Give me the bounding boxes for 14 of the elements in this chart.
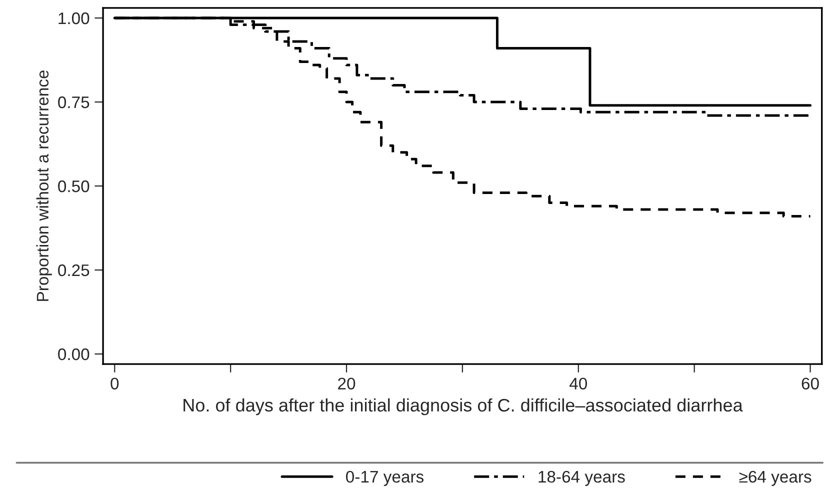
x-tick-label: 60 (802, 378, 819, 390)
y-tick-label: 0.75 (58, 96, 90, 108)
y-axis-title: Proportion without a recurrence (36, 70, 52, 301)
y-tick-label: 0.50 (58, 180, 90, 192)
y-tick-label: 0.25 (58, 264, 90, 276)
legend-label: ≥64 years (739, 470, 812, 486)
x-tick-label: 20 (338, 378, 356, 390)
legend-label: 0-17 years (346, 470, 424, 486)
x-tick-label: 40 (570, 378, 588, 390)
legend-label: 18-64 years (538, 470, 625, 486)
y-tick-label: 1.00 (58, 12, 90, 24)
x-axis-title: No. of days after the initial diagnosis of C. difficile–associated diarrhea (184, 398, 743, 416)
y-tick-label: 0.00 (58, 348, 90, 360)
x-tick-label: 0 (110, 378, 119, 390)
